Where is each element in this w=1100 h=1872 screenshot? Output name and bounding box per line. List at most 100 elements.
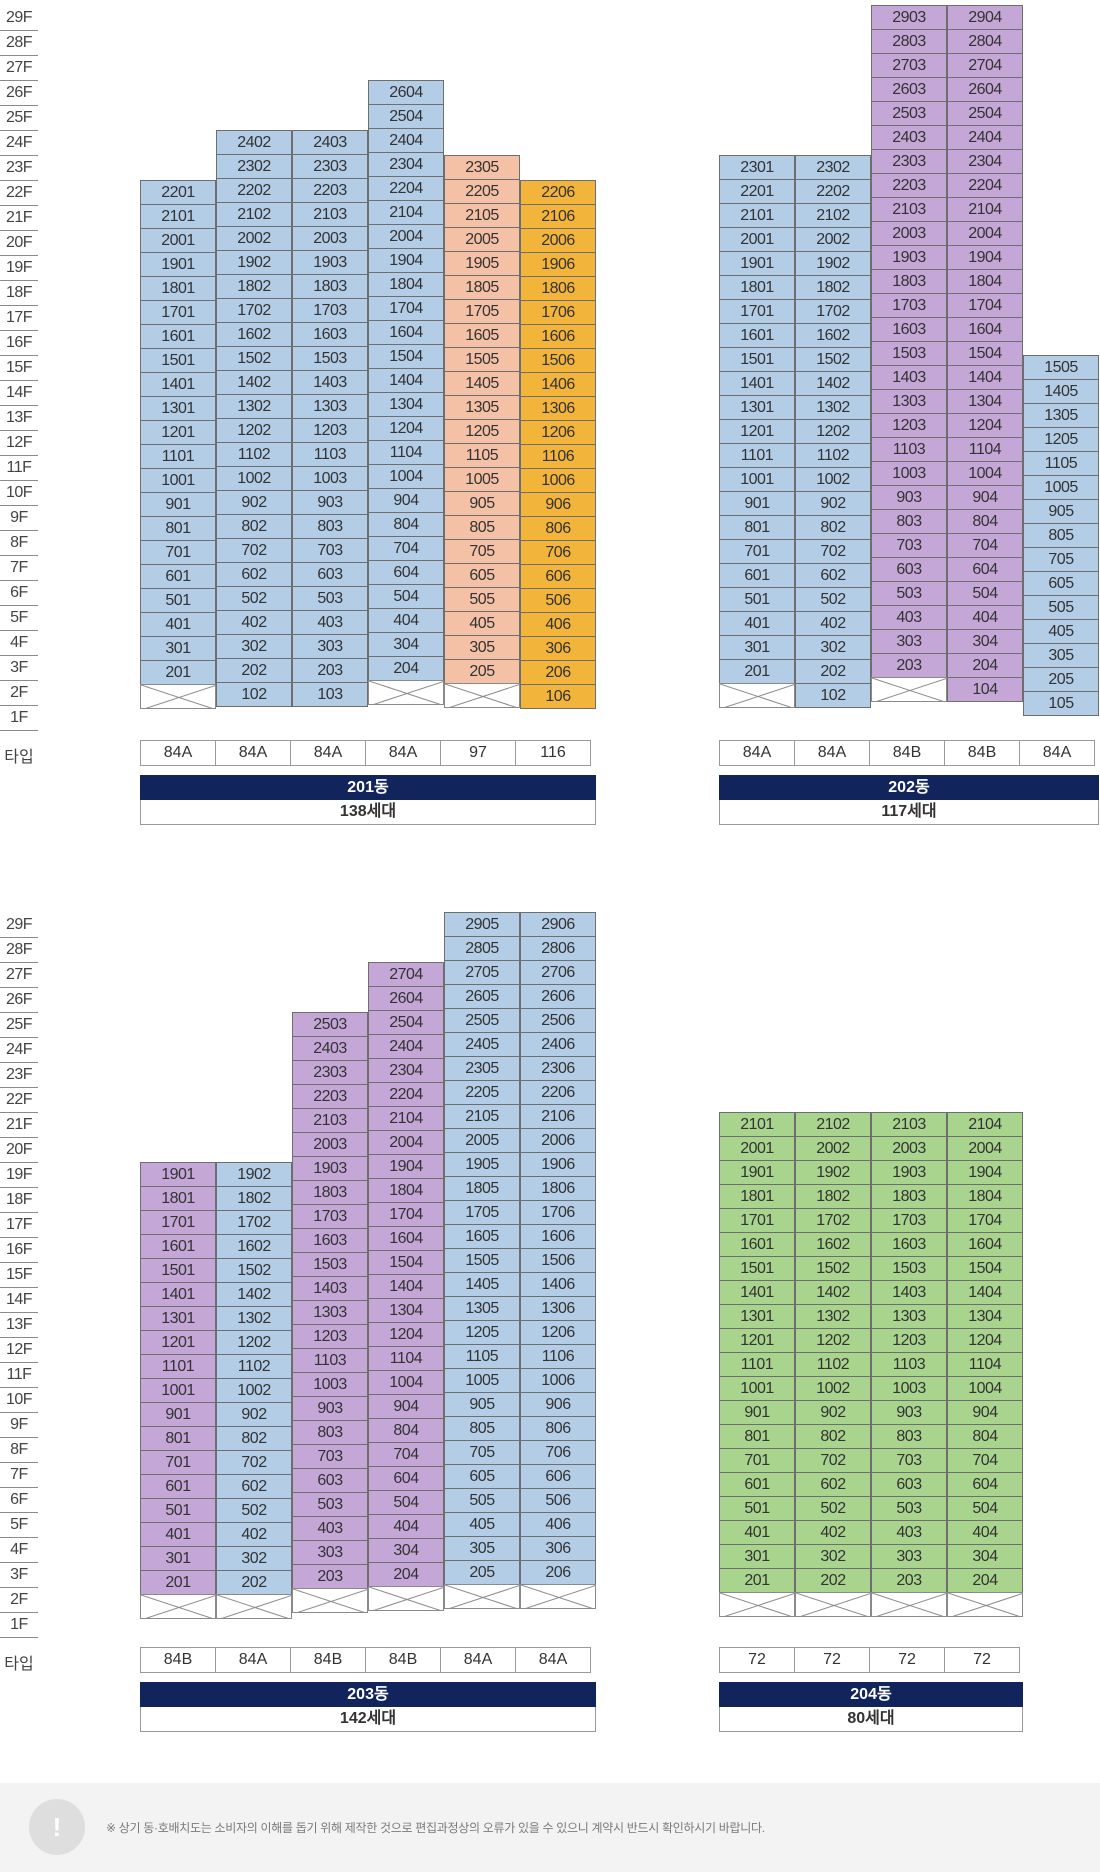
unit-cell[interactable]: 702 — [795, 1448, 871, 1473]
unit-cell[interactable]: 1905 — [444, 251, 520, 276]
unit-cell[interactable]: 1805 — [444, 1176, 520, 1201]
unit-cell[interactable]: 2805 — [444, 936, 520, 961]
unit-cell[interactable]: 1102 — [795, 443, 871, 468]
unit-cell[interactable]: 1001 — [140, 468, 216, 493]
unit-cell[interactable]: 1505 — [1023, 355, 1099, 380]
unit-cell[interactable]: 1705 — [444, 299, 520, 324]
unit-cell[interactable]: 2001 — [719, 227, 795, 252]
unit-cell[interactable]: 1401 — [719, 371, 795, 396]
unit-cell[interactable]: 2706 — [520, 960, 596, 985]
unit-cell[interactable]: 1303 — [871, 1304, 947, 1329]
unit-cell[interactable]: 2504 — [947, 101, 1023, 126]
unit-cell[interactable]: 902 — [216, 490, 292, 515]
unit-cell[interactable]: 2102 — [795, 203, 871, 228]
unit-cell[interactable]: 1005 — [1023, 475, 1099, 500]
unit-cell[interactable]: 1802 — [216, 1186, 292, 1211]
unit-cell[interactable]: 2201 — [719, 179, 795, 204]
unit-cell[interactable]: 405 — [444, 1512, 520, 1537]
unit-cell[interactable]: 2003 — [292, 1132, 368, 1157]
unit-cell[interactable]: 2903 — [871, 5, 947, 30]
unit-cell[interactable]: 1002 — [216, 466, 292, 491]
unit-cell[interactable]: 802 — [216, 514, 292, 539]
unit-cell[interactable]: 1604 — [368, 1226, 444, 1251]
unit-cell[interactable]: 404 — [947, 605, 1023, 630]
unit-cell[interactable]: 1001 — [140, 1378, 216, 1403]
unit-cell[interactable]: 204 — [368, 1562, 444, 1587]
unit-cell[interactable]: 503 — [292, 586, 368, 611]
unit-cell[interactable]: 2004 — [947, 1136, 1023, 1161]
unit-cell[interactable]: 2306 — [520, 1056, 596, 1081]
unit-cell[interactable]: 401 — [719, 611, 795, 636]
unit-cell[interactable]: 1604 — [947, 317, 1023, 342]
unit-cell[interactable]: 1702 — [216, 1210, 292, 1235]
unit-cell[interactable]: 2404 — [368, 1034, 444, 1059]
unit-cell[interactable]: 1104 — [368, 1346, 444, 1371]
unit-cell[interactable]: 1503 — [292, 346, 368, 371]
unit-cell[interactable]: 205 — [444, 1560, 520, 1585]
unit-cell[interactable]: 403 — [292, 610, 368, 635]
unit-cell[interactable]: 1502 — [216, 1258, 292, 1283]
unit-cell[interactable]: 901 — [140, 492, 216, 517]
unit-cell[interactable]: 103 — [292, 682, 368, 707]
unit-cell[interactable]: 1001 — [719, 1376, 795, 1401]
unit-cell[interactable]: 2202 — [216, 178, 292, 203]
unit-cell[interactable]: 404 — [947, 1520, 1023, 1545]
unit-cell[interactable]: 1304 — [368, 1298, 444, 1323]
unit-cell[interactable]: 1203 — [871, 413, 947, 438]
unit-cell[interactable]: 2503 — [871, 101, 947, 126]
unit-cell[interactable]: 1605 — [444, 323, 520, 348]
unit-cell[interactable]: 1803 — [292, 274, 368, 299]
unit-cell[interactable]: 1004 — [368, 464, 444, 489]
unit-cell[interactable]: 2604 — [368, 986, 444, 1011]
unit-cell[interactable]: 506 — [520, 1488, 596, 1513]
unit-cell[interactable]: 2205 — [444, 1080, 520, 1105]
unit-cell[interactable]: 2404 — [947, 125, 1023, 150]
unit-cell[interactable]: 1905 — [444, 1152, 520, 1177]
unit-cell[interactable]: 2603 — [871, 77, 947, 102]
unit-cell[interactable]: 501 — [140, 1498, 216, 1523]
unit-cell[interactable]: 504 — [947, 581, 1023, 606]
unit-cell[interactable]: 1002 — [216, 1378, 292, 1403]
unit-cell[interactable]: 1601 — [719, 1232, 795, 1257]
unit-cell[interactable]: 1702 — [795, 299, 871, 324]
unit-cell[interactable]: 1301 — [719, 1304, 795, 1329]
unit-cell[interactable]: 1702 — [216, 298, 292, 323]
unit-cell[interactable]: 1103 — [871, 1352, 947, 1377]
unit-cell[interactable]: 2302 — [216, 154, 292, 179]
unit-cell[interactable]: 1403 — [292, 1276, 368, 1301]
unit-cell[interactable]: 1202 — [216, 1330, 292, 1355]
unit-cell[interactable]: 2803 — [871, 29, 947, 54]
unit-cell[interactable]: 1405 — [1023, 379, 1099, 404]
unit-cell[interactable]: 302 — [216, 634, 292, 659]
unit-cell[interactable]: 301 — [140, 636, 216, 661]
unit-cell[interactable]: 204 — [947, 1568, 1023, 1593]
unit-cell[interactable]: 2103 — [871, 1112, 947, 1137]
unit-cell[interactable]: 1203 — [871, 1328, 947, 1353]
unit-cell[interactable]: 2201 — [140, 180, 216, 205]
unit-cell[interactable]: 1406 — [520, 372, 596, 397]
unit-cell[interactable]: 1003 — [292, 466, 368, 491]
unit-cell[interactable]: 1503 — [871, 1256, 947, 1281]
unit-cell[interactable]: 702 — [795, 539, 871, 564]
unit-cell[interactable]: 1606 — [520, 324, 596, 349]
unit-cell[interactable]: 1303 — [292, 394, 368, 419]
unit-cell[interactable]: 1002 — [795, 467, 871, 492]
unit-cell[interactable]: 206 — [520, 660, 596, 685]
unit-cell[interactable]: 504 — [368, 1490, 444, 1515]
unit-cell[interactable]: 401 — [140, 612, 216, 637]
unit-cell[interactable]: 305 — [444, 635, 520, 660]
unit-cell[interactable]: 1804 — [947, 1184, 1023, 1209]
unit-cell[interactable]: 804 — [368, 1418, 444, 1443]
unit-cell[interactable]: 703 — [871, 533, 947, 558]
unit-cell[interactable]: 106 — [520, 684, 596, 709]
unit-cell[interactable]: 605 — [444, 563, 520, 588]
unit-cell[interactable]: 2204 — [368, 176, 444, 201]
unit-cell[interactable]: 1602 — [795, 1232, 871, 1257]
unit-cell[interactable]: 2203 — [292, 1084, 368, 1109]
unit-cell[interactable]: 1503 — [292, 1252, 368, 1277]
unit-cell[interactable]: 501 — [719, 587, 795, 612]
unit-cell[interactable]: 2101 — [719, 1112, 795, 1137]
unit-cell[interactable]: 1105 — [444, 443, 520, 468]
unit-cell[interactable]: 1902 — [216, 250, 292, 275]
unit-cell[interactable]: 203 — [292, 658, 368, 683]
